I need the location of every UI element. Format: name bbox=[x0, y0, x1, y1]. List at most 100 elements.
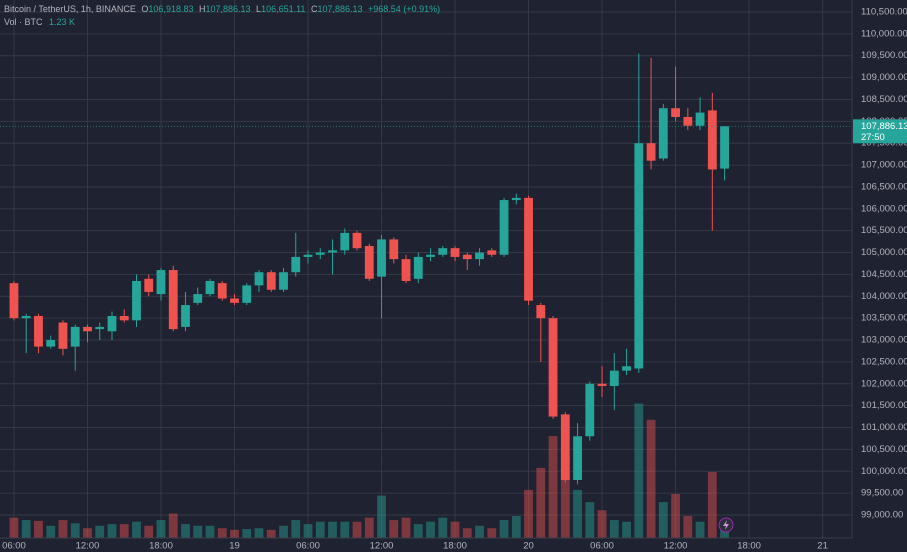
y-tick-label: 102,000.00 bbox=[861, 378, 907, 389]
candle-body bbox=[156, 270, 166, 295]
volume-bar bbox=[462, 528, 472, 538]
y-tick-label: 107,000.00 bbox=[861, 160, 907, 171]
volume-bar bbox=[707, 471, 717, 538]
candle-body bbox=[524, 197, 533, 301]
volume-bar bbox=[413, 524, 423, 538]
y-tick-label: 110,000.00 bbox=[861, 28, 907, 39]
volume-bar bbox=[573, 489, 582, 538]
x-tick-label: 19 bbox=[229, 541, 240, 552]
candle-body bbox=[573, 436, 582, 481]
volume-bar bbox=[34, 520, 43, 538]
replay-icon[interactable] bbox=[718, 517, 734, 533]
candle-body bbox=[83, 326, 92, 332]
x-tick-label: 18:00 bbox=[737, 541, 761, 552]
y-tick-label: 99,500.00 bbox=[861, 488, 903, 499]
volume-bar bbox=[646, 419, 656, 538]
candle-body bbox=[683, 116, 693, 126]
y-tick-label: 105,500.00 bbox=[861, 225, 907, 236]
volume-bar bbox=[622, 521, 631, 538]
volume-bar bbox=[303, 524, 313, 538]
volume-bar bbox=[536, 467, 546, 538]
y-tick-label: 103,000.00 bbox=[861, 335, 907, 346]
candle-body bbox=[377, 239, 386, 277]
candle-body bbox=[352, 232, 362, 249]
icon-bolt[interactable] bbox=[723, 520, 729, 530]
y-tick-label: 109,000.00 bbox=[861, 72, 907, 83]
x-tick-label: 12:00 bbox=[370, 541, 394, 552]
candle-body bbox=[597, 383, 607, 386]
volume-bar bbox=[683, 515, 693, 538]
volume-bar bbox=[511, 515, 521, 538]
y-tick-label: 100,500.00 bbox=[861, 444, 907, 455]
candle-body bbox=[144, 278, 154, 292]
volume-bar bbox=[401, 517, 411, 538]
volume-label: Vol · BTC bbox=[4, 17, 43, 27]
candle-body bbox=[230, 298, 239, 303]
candle-body bbox=[58, 322, 68, 349]
y-tick-label: 102,500.00 bbox=[861, 356, 907, 367]
volume-bar bbox=[230, 529, 239, 538]
volume-bar bbox=[95, 525, 105, 538]
candle-body bbox=[475, 252, 484, 260]
volume-bar bbox=[364, 517, 374, 538]
volume-bar bbox=[524, 489, 533, 538]
volume-bar bbox=[168, 513, 178, 538]
candle-body bbox=[548, 318, 558, 417]
volume-bar bbox=[377, 495, 386, 538]
candle-body bbox=[279, 272, 288, 290]
x-tick-label: 06:00 bbox=[296, 541, 320, 552]
candle-body bbox=[413, 256, 423, 279]
candle-body bbox=[462, 254, 472, 260]
volume-bar bbox=[450, 521, 460, 538]
volume-bar bbox=[389, 520, 399, 538]
volume-bar bbox=[21, 520, 31, 538]
candle-body bbox=[254, 272, 264, 286]
y-tick-label: 110,500.00 bbox=[861, 7, 907, 18]
high-label: H bbox=[199, 4, 206, 14]
candle-body bbox=[46, 340, 56, 347]
volume-layer bbox=[9, 403, 729, 538]
candle-body bbox=[95, 326, 105, 330]
header-line: Bitcoin / TetherUS, 1h, BINANCE O106,918… bbox=[4, 4, 440, 14]
candle-body bbox=[658, 108, 668, 159]
volume-bar bbox=[9, 517, 19, 538]
volume-bar bbox=[609, 520, 619, 538]
volume-value: 1.23 K bbox=[49, 17, 75, 27]
y-tick-label: 101,000.00 bbox=[861, 422, 907, 433]
volume-bar bbox=[585, 502, 595, 538]
candle-body bbox=[34, 315, 43, 347]
candle-body bbox=[499, 200, 509, 255]
y-tick-label: 106,500.00 bbox=[861, 181, 907, 192]
candle-body bbox=[205, 280, 215, 295]
volume-line: Vol · BTC 1.23 K bbox=[4, 17, 75, 27]
volume-bar bbox=[70, 523, 80, 538]
candle-body bbox=[119, 315, 129, 321]
candle-body bbox=[634, 143, 644, 369]
open-value: 106,918.83 bbox=[148, 4, 193, 14]
volume-bar bbox=[193, 525, 203, 538]
y-tick-label: 104,500.00 bbox=[861, 269, 907, 280]
candle-body bbox=[364, 245, 374, 279]
y-tick-label: 100,000.00 bbox=[861, 466, 907, 477]
y-tick-label: 103,500.00 bbox=[861, 313, 907, 324]
volume-bar bbox=[475, 525, 484, 538]
candle-body bbox=[487, 250, 497, 255]
candle-body bbox=[242, 285, 252, 303]
x-tick-label: 18:00 bbox=[443, 541, 467, 552]
y-tick-label: 101,500.00 bbox=[861, 400, 907, 411]
symbol: Bitcoin / TetherUS, 1h, BINANCE bbox=[4, 4, 136, 14]
low-label: L bbox=[256, 4, 261, 14]
volume-bar bbox=[266, 529, 276, 538]
volume-bar bbox=[119, 524, 129, 538]
axis-layer: 99,000.00 99,500.00 100,000.00 100,500.00 10… bbox=[0, 7, 907, 552]
volume-bar bbox=[181, 524, 190, 538]
candle-body bbox=[291, 256, 301, 273]
candle-body bbox=[609, 370, 619, 386]
grid bbox=[0, 0, 852, 538]
candle-body bbox=[328, 250, 337, 253]
candle-body bbox=[707, 110, 717, 170]
y-tick-label: 106,000.00 bbox=[861, 203, 907, 214]
volume-bar bbox=[597, 510, 607, 538]
volume-bar bbox=[328, 521, 337, 538]
x-tick-label: 12:00 bbox=[76, 541, 100, 552]
